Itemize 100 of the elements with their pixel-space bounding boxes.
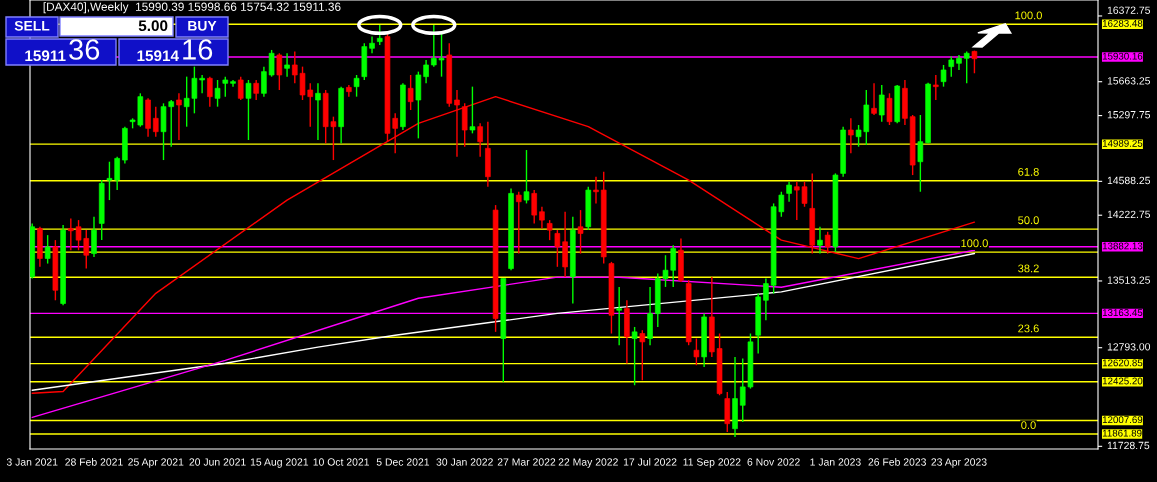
candlestick [461,102,468,148]
candlestick [894,84,900,125]
candlestick [546,219,553,241]
candlestick [376,24,383,46]
candlestick [199,74,205,95]
candlestick [593,176,599,205]
annotation: 15914 [137,50,179,62]
candlestick [245,79,252,141]
ref-line-label: 14989.25 [1102,139,1143,147]
candlestick [809,172,816,255]
candlestick [361,42,368,81]
y-tick-label: 16372.75 [1107,6,1151,14]
candlestick [639,329,646,381]
x-tick-label: 20 Jun 2021 [189,458,246,466]
candlestick [44,234,51,265]
x-tick-label: 23 Apr 2023 [931,458,987,468]
y-tick-label: 13513.25 [1107,276,1151,284]
annotation: 61.8 [1018,167,1039,176]
x-tick-label: 11 Sep 2022 [683,458,741,468]
x-tick-label: 10 Oct 2021 [313,458,369,466]
annotation: 38.2 [1018,264,1039,273]
candlestick [98,179,105,241]
candlestick [237,75,244,101]
ref-line-label: 12425.20 [1102,377,1143,385]
candlestick [886,92,893,126]
annotation: 100.0 [1015,11,1042,20]
x-tick-label: 1 Jan 2023 [810,458,861,466]
candlestick [971,49,978,74]
y-tick-label: 12793.00 [1107,343,1151,351]
annotation: SELL [14,20,50,31]
candlestick [585,186,592,231]
candlestick [631,326,638,386]
candlestick [222,75,229,98]
ref-line-label: 12007.69 [1102,416,1143,424]
candlestick [685,279,692,346]
candlestick [554,229,561,268]
candlestick [948,55,955,78]
candlestick [600,171,607,265]
candlestick [214,79,221,108]
x-tick-label: 22 May 2022 [558,458,618,468]
candlestick [608,261,615,335]
annotation: 0.0 [1021,421,1036,430]
candlestick [230,79,236,88]
candlestick [724,391,731,433]
annotation: 15911 [25,50,66,62]
candlestick [276,52,283,91]
y-tick-label: 11728.75 [1107,441,1150,450]
x-tick-label: 27 Mar 2022 [497,458,556,466]
candlestick [415,70,422,140]
candlestick [515,191,522,255]
ref-line-label: 13163.45 [1102,309,1143,316]
candlestick [693,337,700,366]
x-tick-label: 17 Jul 2022 [623,458,677,466]
candlestick [933,74,939,101]
annotation: 100.0 [961,239,988,248]
candlestick [531,189,537,225]
annotation: 5.00 [138,20,168,32]
ref-line-label: 13882.13 [1102,242,1143,250]
candlestick [353,74,360,98]
y-tick-label: 15297.75 [1107,111,1151,119]
x-tick-label: 6 Nov 2022 [747,458,800,466]
candlestick [824,231,831,255]
ref-line-label: 15930.16 [1102,52,1143,60]
candlestick [176,92,182,141]
candlestick [153,105,159,138]
x-tick-label: 5 Dec 2021 [376,458,430,466]
x-tick-label: 28 Feb 2021 [65,458,123,466]
annotation: BUY [188,21,217,31]
candlestick [940,64,947,88]
candlestick [523,149,530,205]
candlestick [878,84,885,123]
x-tick-label: 25 Apr 2021 [128,458,184,468]
ref-line-label: 11861.89 [1102,429,1142,437]
candlestick [848,117,854,155]
candlestick [446,42,453,108]
candlestick [500,277,507,383]
annotation: 50.0 [1018,216,1039,225]
candlestick [492,204,499,333]
x-tick-label: 26 Feb 2023 [868,458,926,466]
y-tick-label: 14588.25 [1107,176,1151,185]
ref-line-label: 12620.85 [1102,359,1143,367]
candlestick [909,114,916,176]
ref-line-label: 16283.48 [1102,19,1143,27]
candlestick [917,114,924,193]
candlestick [52,239,59,301]
candlestick [963,50,970,85]
candlestick [284,52,290,78]
candlestick [268,49,275,78]
candlestick [832,172,839,253]
annotation: 16 [183,39,213,60]
x-tick-label: 30 Jan 2022 [436,458,493,466]
candlestick [616,286,622,346]
x-tick-label: 3 Jan 2021 [6,458,58,466]
x-tick-label: 15 Aug 2021 [250,458,309,468]
chart-title: [DAX40],Weekly 15990.39 15998.66 15754.32 15911.36 [43,2,341,14]
annotation: 36 [69,39,100,60]
candlestick [407,74,414,111]
y-tick-label: 14222.75 [1107,210,1151,219]
y-tick-label: 15663.25 [1107,77,1151,85]
candlestick [577,209,584,255]
